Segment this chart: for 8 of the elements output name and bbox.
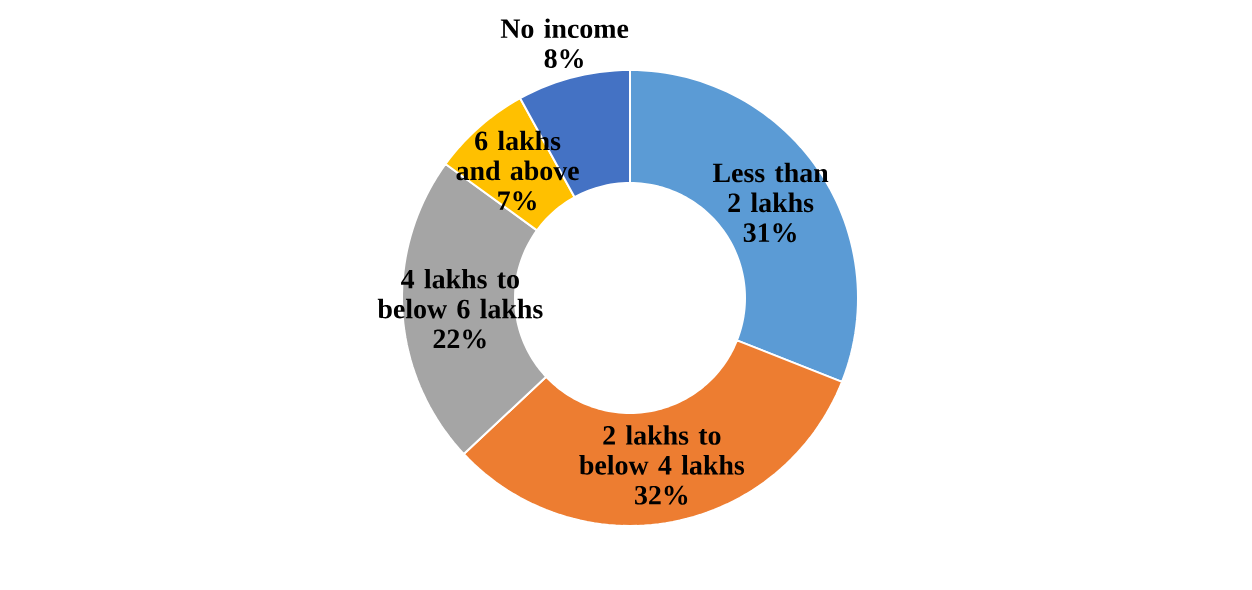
data-label: 8% [544, 49, 583, 69]
data-label: 31% [743, 223, 796, 243]
data-label: 22% [433, 329, 486, 349]
slice-label: 2 lakhs to below 4 lakhs [579, 425, 745, 475]
data-label: 7% [498, 191, 536, 211]
slice-label: No income [500, 18, 629, 39]
slice-label: 4 lakhs to below 6 lakhs [377, 268, 543, 319]
data-label: 32% [635, 485, 688, 505]
